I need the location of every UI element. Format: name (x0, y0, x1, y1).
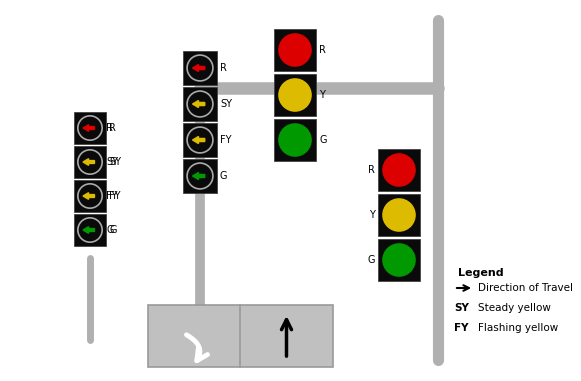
Text: FY: FY (220, 135, 231, 145)
FancyArrow shape (83, 158, 95, 165)
Bar (74, 214, 106, 246)
Circle shape (278, 78, 312, 112)
Text: SY: SY (106, 157, 119, 167)
Text: Y: Y (369, 210, 375, 220)
Text: G: G (220, 171, 228, 181)
Text: R: R (106, 123, 113, 133)
Bar (74, 112, 106, 144)
Bar (183, 87, 217, 121)
Bar (74, 146, 106, 178)
Bar (274, 119, 316, 161)
Circle shape (382, 198, 416, 232)
Circle shape (382, 243, 416, 277)
Text: FY: FY (454, 323, 468, 333)
FancyArrow shape (192, 64, 205, 72)
Text: FY: FY (109, 191, 120, 201)
Text: Y: Y (319, 90, 325, 100)
Text: G: G (319, 135, 327, 145)
Text: Flashing yellow: Flashing yellow (478, 323, 558, 333)
FancyArrow shape (192, 173, 205, 179)
Bar (378, 239, 420, 281)
Text: Legend: Legend (458, 268, 504, 278)
FancyArrow shape (192, 101, 205, 107)
Bar (378, 149, 420, 191)
Bar (183, 51, 217, 85)
FancyArrow shape (192, 136, 205, 144)
Text: Direction of Travel: Direction of Travel (478, 283, 573, 293)
Text: FY: FY (106, 191, 118, 201)
Text: R: R (368, 165, 375, 175)
Text: Steady yellow: Steady yellow (478, 303, 551, 313)
FancyArrow shape (83, 227, 95, 233)
Bar (378, 194, 420, 236)
Text: G: G (368, 255, 375, 265)
Text: R: R (109, 123, 116, 133)
Circle shape (278, 33, 312, 67)
Text: SY: SY (109, 157, 121, 167)
Text: R: R (220, 63, 227, 73)
FancyArrow shape (83, 193, 95, 199)
Text: SY: SY (220, 99, 232, 109)
FancyArrow shape (83, 125, 95, 131)
Bar (74, 180, 106, 212)
Circle shape (382, 153, 416, 187)
Text: SY: SY (454, 303, 469, 313)
Text: R: R (319, 45, 326, 55)
Bar (183, 159, 217, 193)
Bar (148, 305, 333, 367)
Bar (274, 29, 316, 71)
Circle shape (278, 123, 312, 157)
Text: G: G (106, 225, 114, 235)
Bar (274, 74, 316, 116)
Text: G: G (109, 225, 117, 235)
Bar (183, 123, 217, 157)
